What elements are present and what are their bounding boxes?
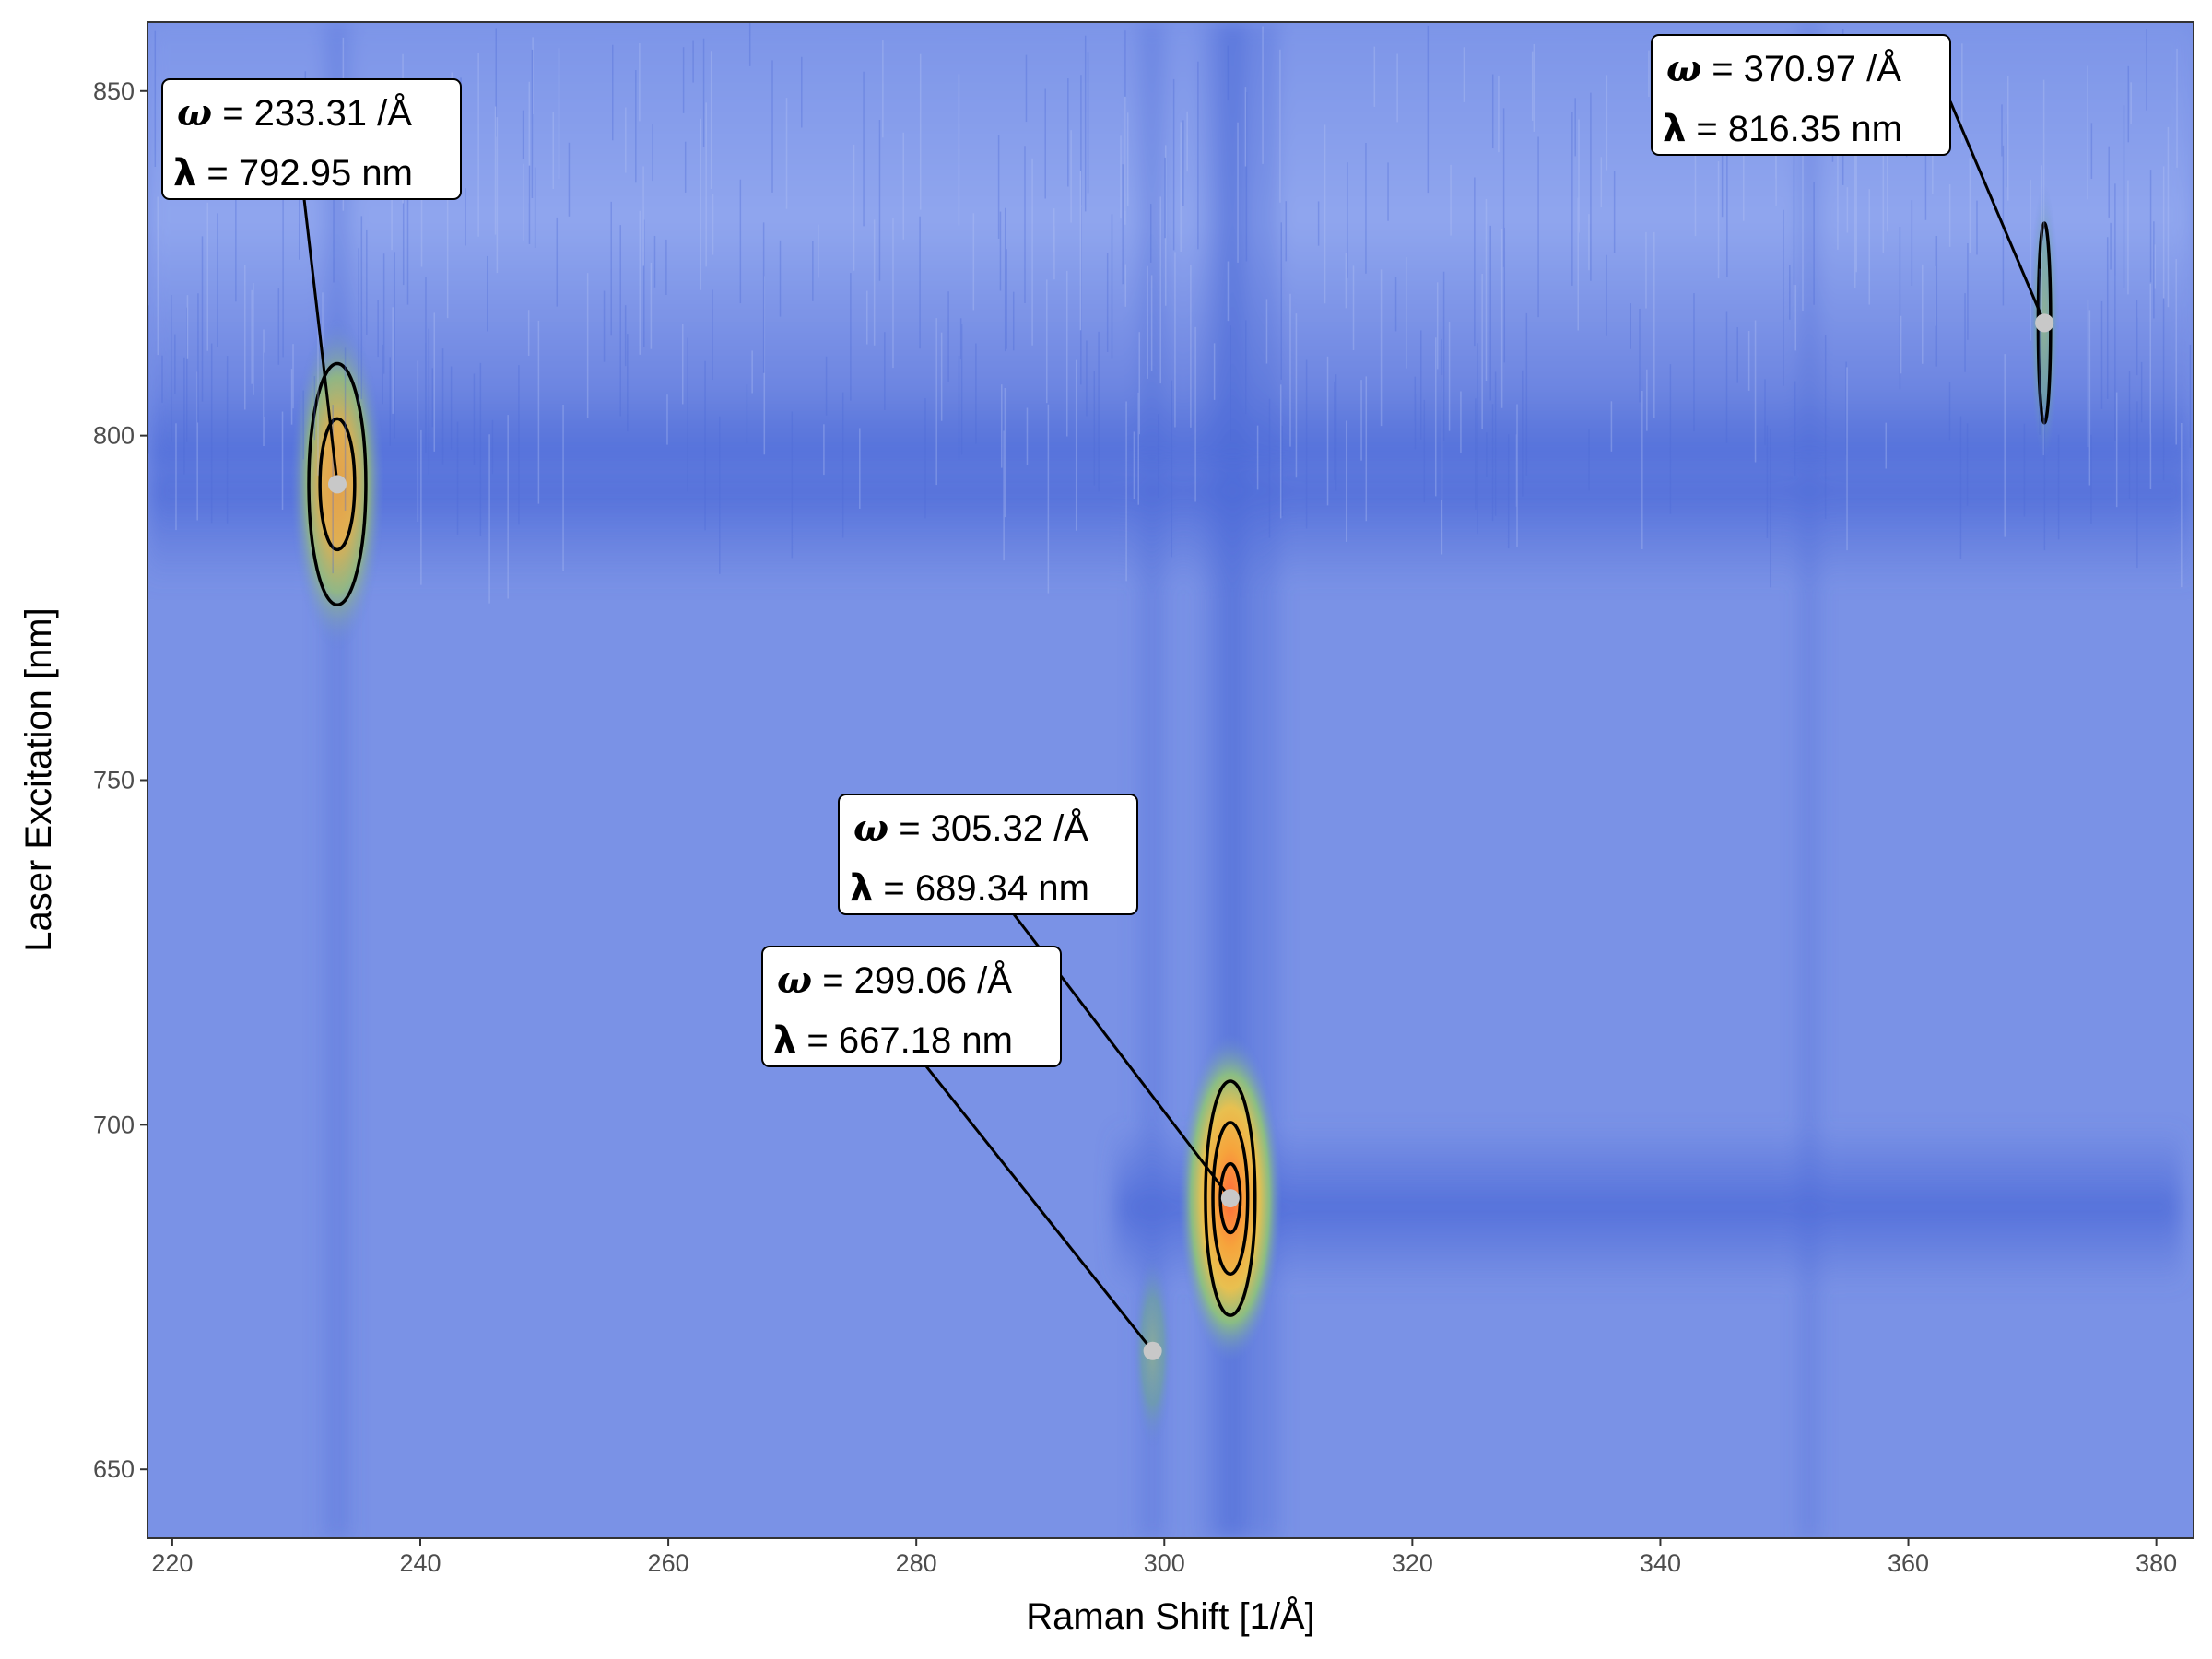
annotation-lambda-text: λ = 816.35 nm bbox=[1663, 108, 1902, 150]
peak-marker bbox=[2035, 313, 2054, 333]
lambda-value: = 816.35 nm bbox=[1686, 109, 1902, 149]
x-tick-label: 260 bbox=[648, 1549, 689, 1577]
lambda-value: = 667.18 nm bbox=[796, 1020, 1013, 1061]
lambda-value: = 792.95 nm bbox=[196, 153, 413, 194]
y-tick-label: 850 bbox=[93, 77, 135, 105]
peak-contour bbox=[307, 361, 368, 606]
annotation-label-box bbox=[838, 794, 1138, 915]
x-tick-label: 320 bbox=[1392, 1549, 1433, 1577]
omega-value: = 233.31 /Å bbox=[212, 92, 412, 134]
peak-contour bbox=[1211, 1121, 1250, 1277]
omega-symbol: ω bbox=[1666, 47, 1701, 90]
omega-value: = 299.06 /Å bbox=[812, 959, 1012, 1001]
annotation-lambda-text: λ = 689.34 nm bbox=[850, 867, 1089, 910]
x-tick-label: 280 bbox=[896, 1549, 937, 1577]
peak-marker bbox=[1143, 1341, 1162, 1360]
peak-annotation: ω = 370.97 /Å λ = 816.35 nm bbox=[1651, 34, 2054, 333]
peak-contour bbox=[1204, 1079, 1257, 1317]
y-tick-label: 800 bbox=[93, 422, 135, 450]
x-tick-label: 340 bbox=[1640, 1549, 1681, 1577]
y-axis-title: Laser Excitation [nm] bbox=[18, 607, 59, 952]
annotation-leader-line bbox=[302, 198, 339, 485]
annotation-omega-text: ω = 299.06 /Å bbox=[777, 959, 1012, 1002]
omega-value: = 305.32 /Å bbox=[888, 807, 1088, 849]
vertical-streak bbox=[1796, 22, 1822, 1538]
peak-contour bbox=[1218, 1161, 1242, 1235]
peak-marker bbox=[1220, 1189, 1240, 1208]
x-tick-label: 240 bbox=[399, 1549, 441, 1577]
dark-band-690 bbox=[1114, 1124, 2182, 1290]
annotation-omega-text: ω = 370.97 /Å bbox=[1666, 47, 1901, 90]
peak-annotation: ω = 299.06 /Å λ = 667.18 nm bbox=[761, 946, 1162, 1360]
peak-marker bbox=[327, 475, 347, 494]
x-axis: 220 240 260 280 300 320 340 360 380 bbox=[151, 1538, 2177, 1577]
y-tick-label: 650 bbox=[93, 1455, 135, 1483]
x-tick-label: 360 bbox=[1888, 1549, 1929, 1577]
y-axis: 650 700 750 800 850 bbox=[93, 77, 147, 1483]
annotation-lambda-text: λ = 667.18 nm bbox=[773, 1019, 1013, 1062]
omega-value: = 370.97 /Å bbox=[1701, 48, 1901, 89]
y-tick-label: 700 bbox=[93, 1111, 135, 1138]
lambda-symbol: λ bbox=[173, 152, 196, 194]
vertical-streak bbox=[318, 22, 357, 1538]
annotation-omega-text: ω = 233.31 /Å bbox=[177, 91, 412, 135]
lambda-value: = 689.34 nm bbox=[873, 868, 1089, 909]
annotation-leader-line bbox=[924, 1065, 1154, 1352]
annotation-leader-line bbox=[1948, 100, 2046, 324]
omega-symbol: ω bbox=[853, 806, 888, 850]
peak-annotation: ω = 233.31 /Å λ = 792.95 nm bbox=[161, 78, 462, 494]
peak-annotation: ω = 305.32 /Å λ = 689.34 nm bbox=[838, 794, 1240, 1208]
x-axis-title: Raman Shift [1/Å] bbox=[1026, 1595, 1314, 1637]
annotation-label-box bbox=[761, 946, 1062, 1067]
lambda-symbol: λ bbox=[773, 1019, 796, 1062]
annotation-lambda-text: λ = 792.95 nm bbox=[173, 152, 413, 194]
omega-symbol: ω bbox=[777, 959, 812, 1002]
lambda-symbol: λ bbox=[850, 867, 873, 910]
lambda-symbol: λ bbox=[1663, 108, 1686, 150]
annotation-label-box bbox=[1651, 34, 1951, 156]
omega-symbol: ω bbox=[177, 91, 212, 135]
annotation-omega-text: ω = 305.32 /Å bbox=[853, 806, 1088, 850]
x-tick-label: 300 bbox=[1144, 1549, 1185, 1577]
annotation-label-box bbox=[161, 78, 462, 200]
x-tick-label: 220 bbox=[151, 1549, 193, 1577]
x-tick-label: 380 bbox=[2136, 1549, 2177, 1577]
y-tick-label: 750 bbox=[93, 767, 135, 794]
peak-contour bbox=[318, 417, 357, 552]
